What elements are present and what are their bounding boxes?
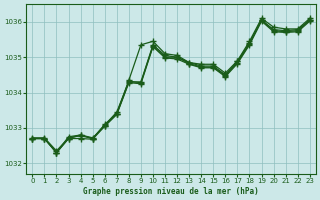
X-axis label: Graphe pression niveau de la mer (hPa): Graphe pression niveau de la mer (hPa): [83, 187, 259, 196]
